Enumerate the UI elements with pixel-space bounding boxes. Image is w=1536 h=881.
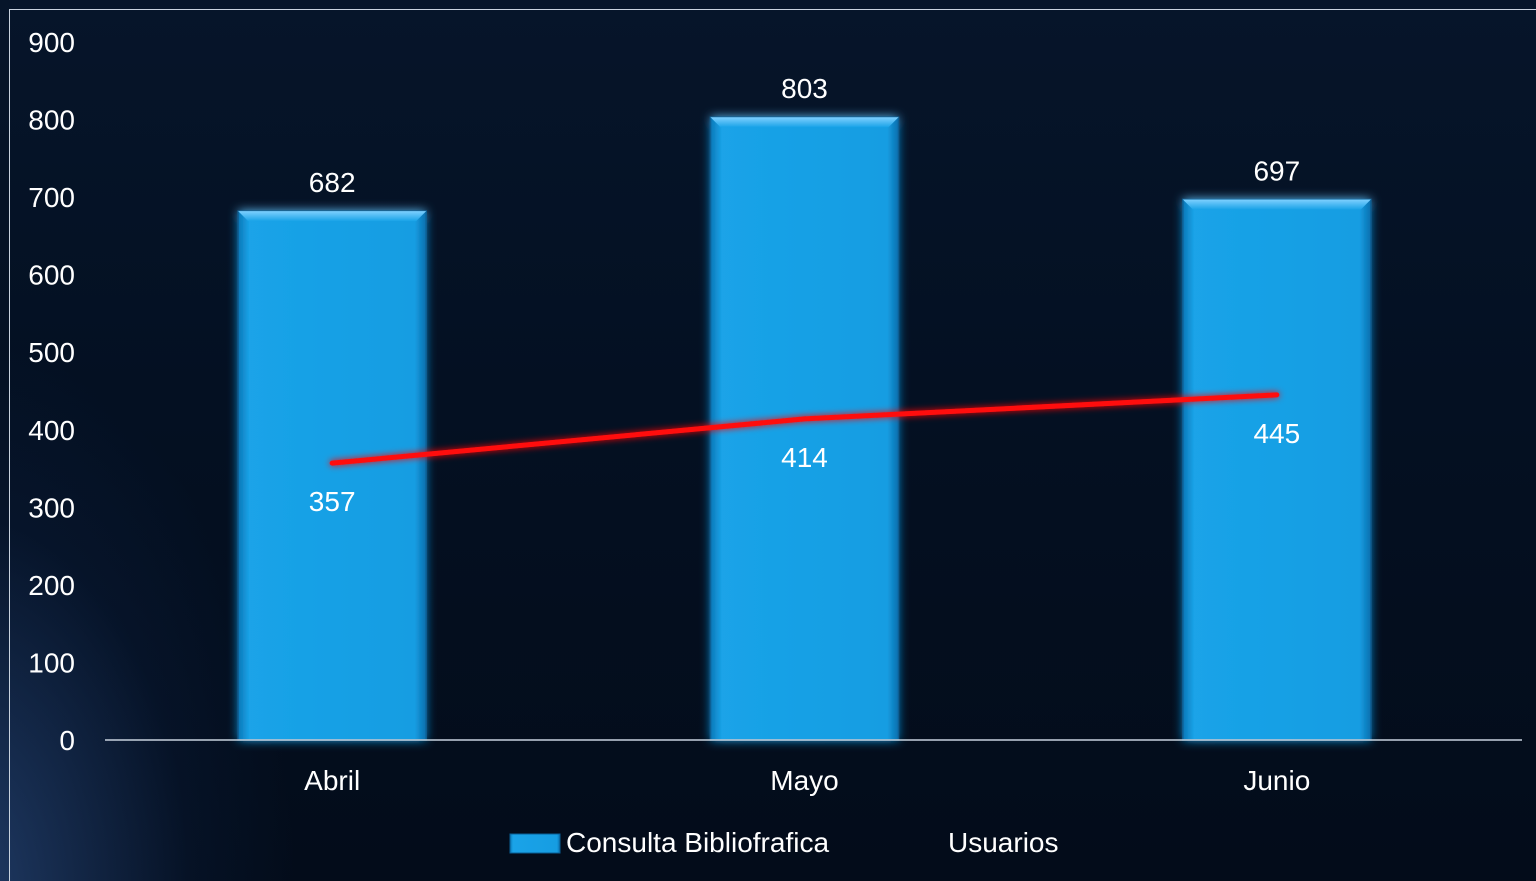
bar-top-bevel [1182, 199, 1371, 210]
y-tick-label: 0 [59, 725, 75, 756]
usuarios-line [329, 392, 1280, 466]
y-tick-label: 200 [28, 570, 75, 601]
bar-body [237, 210, 427, 741]
y-tick-label: 800 [28, 105, 75, 136]
x-axis-ticks: Abril Mayo Junio [304, 765, 1310, 796]
bar-top-bevel [238, 211, 427, 222]
bar [237, 210, 427, 741]
bar [1182, 198, 1372, 741]
bar-value-label: 682 [309, 167, 356, 198]
line-series [329, 392, 1280, 466]
y-tick-label: 100 [28, 647, 75, 678]
y-tick-label: 500 [28, 337, 75, 368]
legend-bar-label: Consulta Bibliofrafica [566, 827, 829, 858]
bar-top-bevel [710, 117, 899, 128]
legend: Consulta Bibliofrafica Usuarios [509, 827, 1058, 858]
line-value-label: 414 [781, 442, 828, 473]
bar-value-label: 697 [1253, 155, 1300, 186]
bar-body [1182, 198, 1372, 741]
chart-frame [9, 9, 1536, 881]
line-value-label: 357 [309, 486, 356, 517]
y-axis-ticks: 0 100 200 300 400 500 600 700 800 900 [28, 27, 75, 756]
data-labels: 682 803 697 357 414 445 [309, 73, 1300, 517]
x-tick-label: Junio [1243, 765, 1310, 796]
bar-body [709, 116, 900, 741]
line-value-label: 445 [1253, 418, 1300, 449]
y-tick-label: 600 [28, 260, 75, 291]
bar-series [237, 116, 1372, 741]
legend-line-label: Usuarios [948, 827, 1058, 858]
x-tick-label: Abril [304, 765, 360, 796]
legend-item-line: Usuarios [883, 827, 1058, 858]
legend-item-bars: Consulta Bibliofrafica [509, 827, 829, 858]
y-tick-label: 700 [28, 182, 75, 213]
y-tick-label: 300 [28, 492, 75, 523]
bar [709, 116, 900, 741]
x-tick-label: Mayo [770, 765, 838, 796]
y-tick-label: 400 [28, 415, 75, 446]
y-tick-label: 900 [28, 27, 75, 58]
bar-value-label: 803 [781, 73, 828, 104]
legend-bar-swatch [509, 833, 561, 854]
